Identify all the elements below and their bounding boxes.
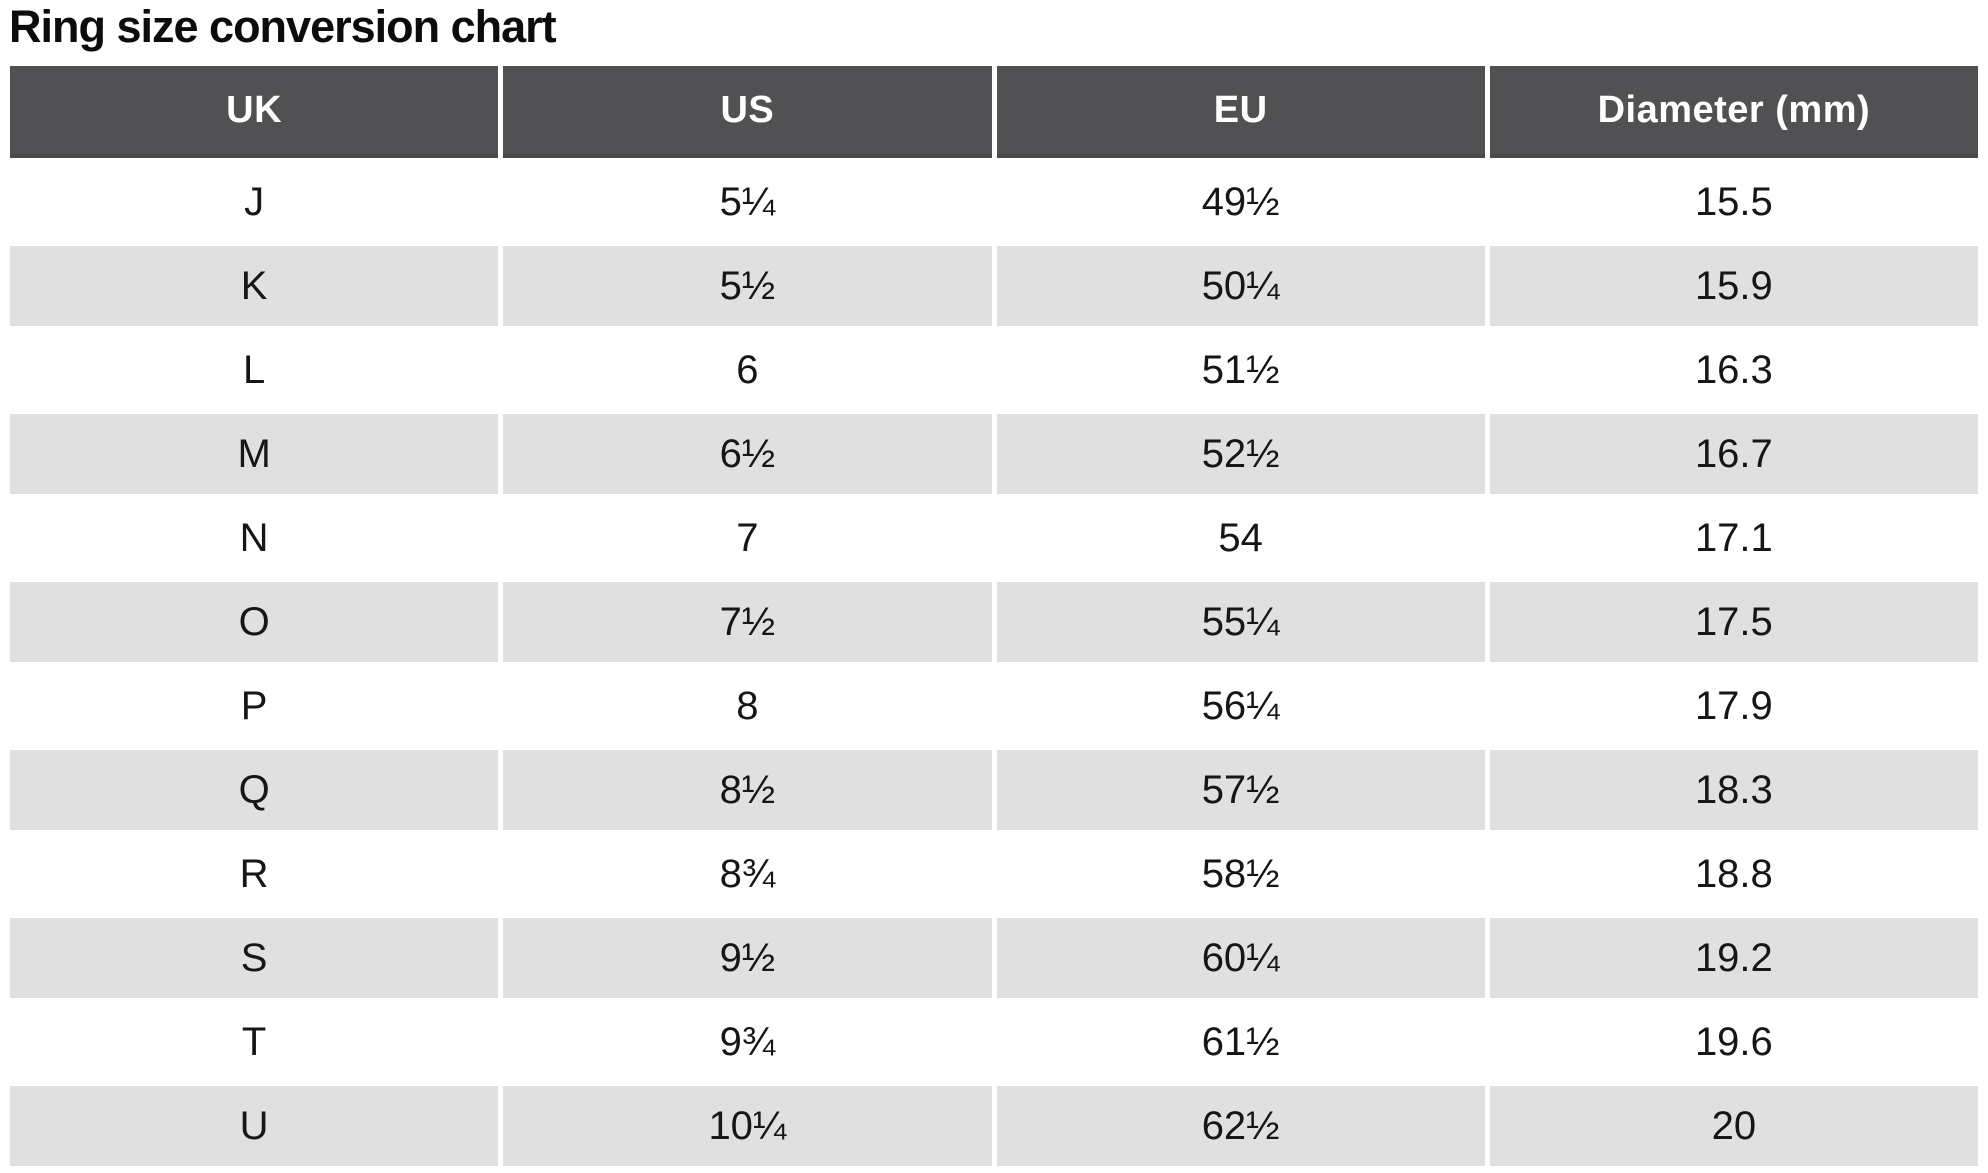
page-title: Ring size conversion chart — [9, 1, 557, 52]
table-cell: U — [10, 1086, 499, 1166]
table-cell: 60¼ — [996, 918, 1485, 998]
table-cell: 8¾ — [503, 834, 992, 914]
table-cell: 16.3 — [1489, 330, 1978, 410]
table-cell: 62½ — [996, 1086, 1485, 1166]
table-cell: O — [10, 582, 499, 662]
table-cell: M — [10, 414, 499, 494]
table-cell: 17.5 — [1489, 582, 1978, 662]
table-cell: 18.8 — [1489, 834, 1978, 914]
table-cell: 6 — [503, 330, 992, 410]
table-cell: 7 — [503, 498, 992, 578]
table-cell: 8 — [503, 666, 992, 746]
table-cell: 7½ — [503, 582, 992, 662]
table-cell: 19.6 — [1489, 1002, 1978, 1082]
table-cell: P — [10, 666, 499, 746]
table-cell: 9½ — [503, 918, 992, 998]
table-cell: 52½ — [996, 414, 1485, 494]
table-cell: L — [10, 330, 499, 410]
table-cell: S — [10, 918, 499, 998]
table-cell: R — [10, 834, 499, 914]
table-cell: 8½ — [503, 750, 992, 830]
table-cell: 61½ — [996, 1002, 1485, 1082]
table-cell: 19.2 — [1489, 918, 1978, 998]
table-cell: 16.7 — [1489, 414, 1978, 494]
table-cell: 18.3 — [1489, 750, 1978, 830]
table-cell: 50¼ — [996, 246, 1485, 326]
table-cell: 58½ — [996, 834, 1485, 914]
table-cell: 17.1 — [1489, 498, 1978, 578]
table-cell: 55¼ — [996, 582, 1485, 662]
table-cell: 6½ — [503, 414, 992, 494]
table-cell: 15.9 — [1489, 246, 1978, 326]
column-header-us: US — [503, 66, 992, 158]
table-cell: 17.9 — [1489, 666, 1978, 746]
table-cell: 57½ — [996, 750, 1485, 830]
column-header-diameter-mm: Diameter (mm) — [1489, 66, 1978, 158]
table-cell: 56¼ — [996, 666, 1485, 746]
table-cell: 49½ — [996, 162, 1485, 242]
table-cell: 20 — [1489, 1086, 1978, 1166]
table-cell: J — [10, 162, 499, 242]
table-cell: T — [10, 1002, 499, 1082]
table-cell: K — [10, 246, 499, 326]
column-header-uk: UK — [10, 66, 499, 158]
table-cell: 9¾ — [503, 1002, 992, 1082]
ring-size-table: UK US EU Diameter (mm) J 5¼ 49½ 15.5 K 5½ 50¼ 15.9 L… — [10, 66, 1978, 1166]
table-cell: 5½ — [503, 246, 992, 326]
table-cell: 51½ — [996, 330, 1485, 410]
table-cell: Q — [10, 750, 499, 830]
table-cell: N — [10, 498, 499, 578]
table-cell: 54 — [996, 498, 1485, 578]
column-header-eu: EU — [996, 66, 1485, 158]
table-cell: 15.5 — [1489, 162, 1978, 242]
table-cell: 5¼ — [503, 162, 992, 242]
table-cell: 10¼ — [503, 1086, 992, 1166]
